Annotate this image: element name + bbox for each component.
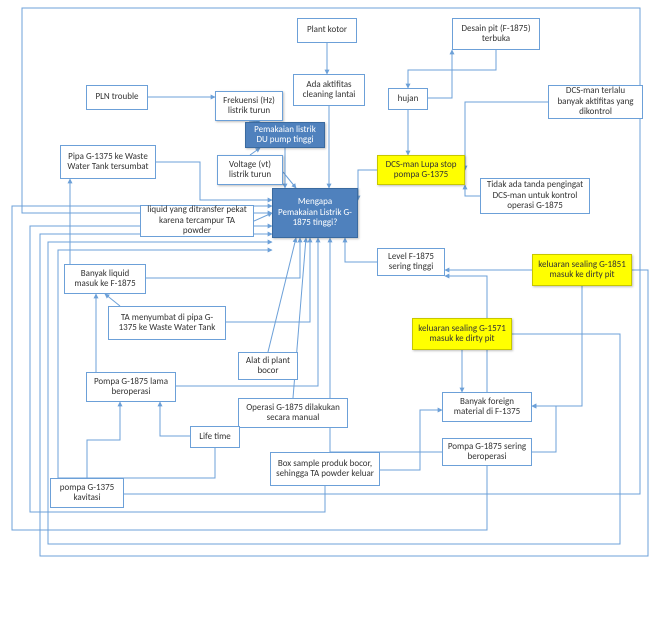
node-level_1875: Level F-1875 sering tinggi bbox=[377, 248, 445, 276]
node-label: Alat di plant bocor bbox=[243, 356, 293, 377]
node-label: Mengapa Pemakaian Listrik G-1875 tinggi? bbox=[277, 197, 353, 228]
node-label: Pompa G-1875 sering beroperasi bbox=[447, 442, 527, 463]
node-dcs_banyak: DCS-man terlalu banyak aktifitas yang di… bbox=[548, 85, 643, 119]
node-voltage: Voltage (vt) listrik turun bbox=[217, 155, 283, 185]
node-box_sample: Box sample produk bocor, sehingga TA pow… bbox=[270, 452, 380, 486]
node-mengapa: Mengapa Pemakaian Listrik G-1875 tinggi? bbox=[272, 188, 358, 238]
node-keluaran_1571: keluaran sealing G-1571 masuk ke dirty p… bbox=[412, 318, 512, 350]
node-frekuensi: Frekuensi (Hz) listrik turun bbox=[215, 91, 283, 121]
edge-e12 bbox=[465, 185, 480, 196]
node-alat_bocor: Alat di plant bocor bbox=[238, 352, 298, 380]
node-label: Pompa G-1875 lama beroperasi bbox=[91, 377, 171, 398]
node-pompa_lama: Pompa G-1875 lama beroperasi bbox=[86, 372, 176, 402]
node-plant_kotor: Plant kotor bbox=[297, 18, 357, 43]
edge-e25b bbox=[532, 406, 556, 452]
node-label: Ada aktifitas cleaning lantai bbox=[298, 80, 360, 101]
node-label: Voltage (vt) listrik turun bbox=[222, 160, 278, 181]
node-label: pompa G-1375 kavitasi bbox=[55, 483, 119, 504]
node-label: Level F-1875 sering tinggi bbox=[382, 252, 440, 273]
edge-e2 bbox=[408, 50, 496, 88]
node-label: hujan bbox=[398, 94, 419, 104]
node-label: Tidak ada tanda pengingat DCS-man untuk … bbox=[485, 180, 585, 211]
edge-e7 bbox=[465, 102, 548, 170]
node-label: Banyak foreign material di F-1375 bbox=[447, 397, 527, 418]
node-label: Operasi G-1875 dilakukan secara manual bbox=[243, 403, 343, 424]
node-hujan: hujan bbox=[388, 88, 428, 110]
node-label: Banyak liquid masuk ke F-1875 bbox=[69, 269, 141, 290]
node-label: TA menyumbat di pipa G-1375 ke Waste Wat… bbox=[113, 313, 221, 334]
node-ta_menyumbat: TA menyumbat di pipa G-1375 ke Waste Wat… bbox=[108, 306, 226, 340]
node-label: Plant kotor bbox=[307, 25, 347, 35]
node-pipa_g1375: Pipa G-1375 ke Waste Water Tank tersumba… bbox=[60, 145, 156, 179]
node-label: Life time bbox=[199, 432, 231, 442]
edge-e14 bbox=[345, 238, 377, 262]
node-banyak_foreign: Banyak foreign material di F-1375 bbox=[442, 392, 532, 422]
node-banyak_liquid: Banyak liquid masuk ke F-1875 bbox=[64, 264, 146, 294]
node-label: Box sample produk bocor, sehingga TA pow… bbox=[275, 459, 375, 480]
node-label: PLN trouble bbox=[95, 92, 138, 102]
node-label: keluaran sealing G-1851 masuk ke dirty p… bbox=[537, 260, 627, 281]
node-dcs_lupa: DCS-man Lupa stop pompa G-1375 bbox=[377, 155, 465, 185]
node-label: Pipa G-1375 ke Waste Water Tank tersumba… bbox=[65, 152, 151, 173]
node-label: Desain pit (F-1875) terbuka bbox=[457, 24, 535, 45]
node-ada_aktifitas: Ada aktifitas cleaning lantai bbox=[293, 74, 365, 106]
diagram-canvas: Plant kotor Desain pit (F-1875) terbuka PL… bbox=[0, 0, 656, 634]
node-tidak_ada_tanda: Tidak ada tanda pengingat DCS-man untuk … bbox=[480, 178, 590, 214]
node-keluaran_1851: keluaran sealing G-1851 masuk ke dirty p… bbox=[532, 254, 632, 286]
edge-e22 bbox=[160, 402, 190, 436]
node-label: DCS-man terlalu banyak aktifitas yang di… bbox=[553, 86, 638, 117]
edge-e17b bbox=[226, 238, 310, 322]
node-operasi_manual: Operasi G-1875 dilakukan secara manual bbox=[238, 398, 348, 428]
node-label: Frekuensi (Hz) listrik turun bbox=[220, 96, 278, 117]
edge-e26 bbox=[87, 402, 120, 478]
node-label: DCS-man Lupa stop pompa G-1375 bbox=[382, 160, 460, 181]
node-pompa_sering: Pompa G-1875 sering beroperasi bbox=[442, 438, 532, 466]
edge-e4b bbox=[250, 148, 260, 155]
edge-e13 bbox=[254, 213, 272, 221]
node-desain_pit: Desain pit (F-1875) terbuka bbox=[452, 18, 540, 50]
node-label: liquid yang ditransfer pekat karena terc… bbox=[145, 205, 249, 236]
edge-e15 bbox=[146, 238, 300, 278]
node-life_time: Life time bbox=[190, 426, 240, 448]
node-liquid_transfer: liquid yang ditransfer pekat karena terc… bbox=[140, 205, 254, 237]
edge-e24 bbox=[380, 410, 442, 470]
edge-e9 bbox=[283, 172, 296, 188]
edge-e19 bbox=[268, 238, 296, 352]
edge-e11 bbox=[358, 170, 377, 200]
node-label: keluaran sealing G-1571 masuk ke dirty p… bbox=[417, 324, 507, 345]
edge-e17 bbox=[105, 294, 120, 306]
node-label: Pemakaian listrik DU pump tinggi bbox=[250, 125, 320, 146]
node-pln_trouble: PLN trouble bbox=[86, 85, 148, 110]
node-pompa_kavitasi: pompa G-1375 kavitasi bbox=[50, 478, 124, 508]
node-pemakaian_du: Pemakaian listrik DU pump tinggi bbox=[245, 122, 325, 148]
edge-e6b bbox=[428, 50, 452, 98]
edge-e23b bbox=[532, 286, 582, 406]
